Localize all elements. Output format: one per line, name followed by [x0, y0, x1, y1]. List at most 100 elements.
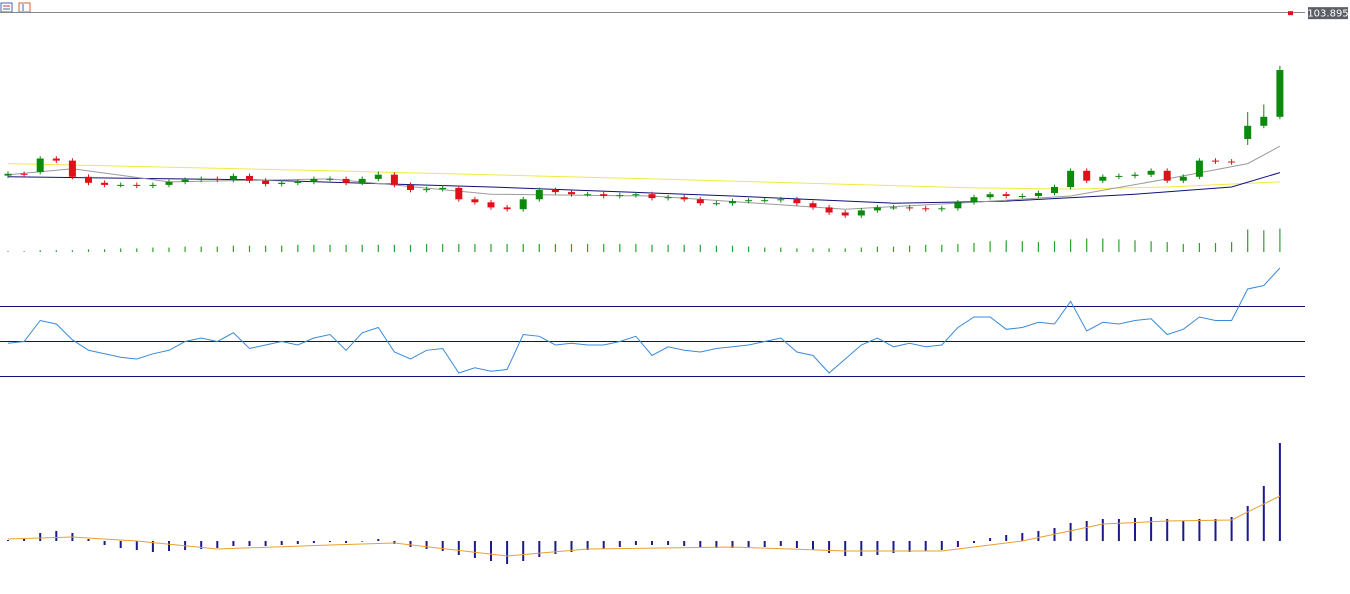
bar	[570, 243, 573, 252]
candle-body	[1034, 193, 1042, 196]
candle-body	[197, 178, 205, 180]
bar	[103, 541, 106, 545]
indicator-line	[7, 267, 1281, 374]
bar	[377, 539, 380, 541]
candle-body	[503, 207, 511, 210]
bar	[1005, 240, 1007, 252]
bar	[602, 541, 605, 549]
bar	[1070, 239, 1072, 252]
candle-body	[1276, 70, 1284, 117]
bar	[39, 250, 41, 252]
candle-body	[294, 181, 302, 183]
candle-body	[1115, 175, 1123, 177]
candle-body	[777, 199, 785, 201]
bar	[780, 247, 782, 252]
bar	[1117, 519, 1120, 541]
bar	[909, 245, 911, 252]
bar	[586, 541, 589, 550]
candle-body	[390, 174, 398, 185]
bar	[216, 246, 218, 252]
candle-body	[761, 200, 769, 202]
bar	[23, 251, 25, 252]
bar	[377, 244, 379, 252]
bar	[908, 541, 911, 552]
candle-body	[1002, 194, 1010, 196]
bar	[522, 243, 524, 252]
bar	[474, 243, 476, 252]
bar	[699, 541, 702, 547]
bar	[1214, 519, 1217, 541]
bar	[1182, 521, 1185, 541]
bar	[1263, 230, 1265, 252]
bar	[779, 541, 782, 546]
candle-body	[20, 173, 28, 175]
bar	[23, 538, 26, 541]
bar	[860, 247, 862, 252]
candle-body	[68, 160, 76, 177]
candle-body	[278, 182, 286, 184]
bar	[892, 246, 895, 252]
toolbar-icon[interactable]	[18, 2, 31, 13]
bar	[7, 251, 9, 252]
bar	[151, 541, 154, 552]
price-label: 103.895	[1307, 9, 1348, 20]
bar	[860, 541, 863, 556]
bar	[329, 244, 331, 252]
candle-body	[954, 202, 962, 209]
bar	[458, 243, 460, 252]
bar	[554, 541, 557, 554]
candle-body	[471, 199, 479, 203]
candle-body	[712, 203, 720, 205]
bar	[264, 541, 267, 546]
bar	[1166, 519, 1169, 541]
bar	[329, 541, 331, 542]
candle-body	[729, 201, 736, 204]
candle-body	[1212, 160, 1219, 162]
bar	[119, 541, 122, 548]
bar	[924, 541, 927, 551]
candle-body	[4, 173, 12, 176]
bar	[361, 541, 364, 542]
candle-body	[1067, 170, 1075, 187]
bar	[409, 541, 412, 547]
bar	[989, 241, 991, 252]
bar	[667, 541, 670, 545]
candle-body	[809, 203, 817, 208]
candle-body	[439, 187, 447, 190]
bar	[1150, 517, 1153, 541]
bar	[457, 541, 460, 555]
candle-body	[938, 208, 946, 210]
candle-body	[133, 184, 141, 186]
bar	[989, 538, 992, 541]
candle-body	[407, 184, 414, 190]
candle-body	[229, 175, 237, 180]
candle-body	[85, 176, 92, 183]
bar	[667, 244, 669, 252]
bar	[490, 541, 492, 561]
bar	[763, 541, 766, 547]
bar	[216, 541, 219, 548]
bar	[168, 247, 170, 252]
candle-body	[374, 174, 382, 179]
bar	[587, 243, 589, 252]
bar	[812, 248, 814, 252]
candle-body	[181, 179, 189, 182]
candle-body	[310, 178, 318, 182]
bar	[715, 245, 717, 252]
bar	[619, 243, 621, 252]
candle-body	[165, 181, 173, 185]
toolbar-icon[interactable]	[0, 2, 13, 13]
candle-body	[1018, 196, 1026, 197]
bar	[345, 244, 347, 252]
bar	[554, 243, 556, 252]
candle-body	[584, 194, 592, 196]
candle-body	[616, 195, 624, 197]
bar	[748, 246, 750, 252]
candle-body	[1195, 160, 1203, 177]
bar	[506, 243, 508, 252]
candle-body	[455, 187, 463, 200]
bar	[876, 246, 878, 252]
candle-body	[535, 190, 543, 200]
bar	[1005, 535, 1008, 541]
